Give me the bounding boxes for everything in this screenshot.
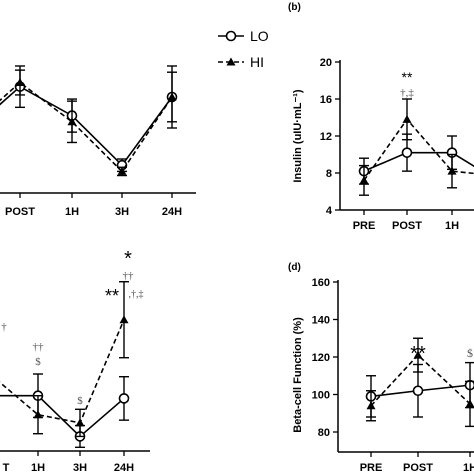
panel-c-annotation-sig: ** bbox=[105, 286, 119, 306]
panel-b-label: (b) bbox=[288, 2, 301, 13]
panel-d-y-tick-label: 120 bbox=[312, 352, 330, 364]
panel-b-point-hi bbox=[447, 166, 457, 175]
legend-hi-marker bbox=[226, 57, 236, 66]
panel-d-y-tick-label: 140 bbox=[312, 315, 330, 327]
panel-a-series-hi-line bbox=[0, 81, 173, 173]
panel-c-annotation-dagger: ,†,‡ bbox=[129, 289, 144, 300]
panel-c-x-tick-label: 3H bbox=[73, 462, 87, 474]
panel-d-y-axis-label: Beta-cell Function (%) bbox=[292, 317, 304, 433]
panel-b-y-tick-label: 4 bbox=[326, 205, 333, 217]
panel-c-x-tick-label-clipped: T bbox=[3, 462, 10, 474]
panel-c-point-hi bbox=[33, 410, 43, 419]
panel-c-x-tick-label: 1H bbox=[31, 462, 45, 474]
panel-b-y-tick-label: 20 bbox=[320, 57, 332, 69]
panel-d-x-tick-label: 1H bbox=[463, 462, 474, 474]
panel-c-point-hi bbox=[75, 418, 85, 427]
panel-a-point-hi bbox=[67, 117, 77, 126]
panel-a-x-tick-label: 24H bbox=[162, 206, 182, 218]
panel-c-point-lo bbox=[118, 393, 130, 404]
panel-b-y-tick-label: 12 bbox=[320, 131, 332, 143]
panel-c-annotation-clipped: † bbox=[1, 321, 7, 333]
legend-lo-label: LO bbox=[250, 28, 269, 44]
panel-d-y-tick-label: 100 bbox=[312, 390, 330, 402]
panel-d-label: (d) bbox=[288, 262, 301, 273]
panel-c-series-hi-line bbox=[0, 319, 125, 424]
panel-a-point-hi bbox=[15, 78, 25, 87]
panel-a-x-tick-label: 3H bbox=[115, 206, 129, 218]
panel-b-y-axis-label: Insulin (uIU·mL⁻¹) bbox=[292, 89, 304, 183]
panel-b-point-lo bbox=[401, 147, 413, 158]
panel-c-series-lo-line bbox=[0, 394, 125, 438]
panel-c-annotation-sig: * bbox=[124, 248, 132, 270]
panel-a-point-hi bbox=[167, 92, 177, 101]
panel-a-x-tick-label: POST bbox=[5, 206, 35, 218]
panel-b-series-lo-line bbox=[363, 151, 474, 172]
panel-a-point-hi bbox=[117, 166, 127, 175]
panel-c-point-hi bbox=[119, 315, 129, 324]
panel-c-annotation-dagger: †† bbox=[123, 270, 135, 282]
panel-d-annotation-dollar: $ bbox=[467, 346, 473, 360]
panel-d-point-hi bbox=[465, 399, 474, 408]
panel-d-annotation-sig: ** bbox=[410, 343, 426, 365]
legend-lo-marker bbox=[225, 30, 237, 42]
panel-d-point-hi bbox=[413, 350, 423, 359]
panel-b-x-tick-label: PRE bbox=[353, 220, 376, 232]
panel-b-x-tick-label: POST bbox=[392, 220, 422, 232]
panel-b-annotation-dagger: †,‡ bbox=[400, 87, 414, 99]
panel-b-point-hi bbox=[402, 114, 412, 123]
panel-d-point-hi bbox=[366, 401, 376, 410]
panel-b-point-hi bbox=[359, 175, 369, 184]
panel-a-x-tick-label: 1H bbox=[65, 206, 79, 218]
panel-d-y-tick-label: 80 bbox=[318, 427, 330, 439]
panel-b-y-tick-label: 16 bbox=[320, 94, 332, 106]
panel-d-series-hi-line bbox=[370, 353, 471, 407]
panel-c-annotation-dollar: $ bbox=[35, 356, 41, 368]
panel-d-point-lo bbox=[412, 385, 424, 397]
panel-d-y-tick-label: 160 bbox=[312, 277, 330, 289]
panel-c-annotation-dagger: †† bbox=[33, 341, 45, 353]
panel-b-x-tick-label: 1H bbox=[445, 220, 459, 232]
panel-d-x-tick-label: POST bbox=[403, 462, 433, 474]
panel-b-series-hi-line bbox=[363, 118, 474, 181]
panel-c-annotation-dollar: $ bbox=[77, 395, 83, 407]
legend-hi-label: HI bbox=[250, 54, 264, 70]
panel-b-y-tick-label: 8 bbox=[326, 168, 332, 180]
panel-d-x-tick-label: PRE bbox=[360, 462, 383, 474]
panel-a-series-lo-line bbox=[0, 85, 173, 167]
panel-b-annotation-sig: ** bbox=[402, 69, 413, 85]
panel-c-x-tick-label: 24H bbox=[114, 462, 134, 474]
